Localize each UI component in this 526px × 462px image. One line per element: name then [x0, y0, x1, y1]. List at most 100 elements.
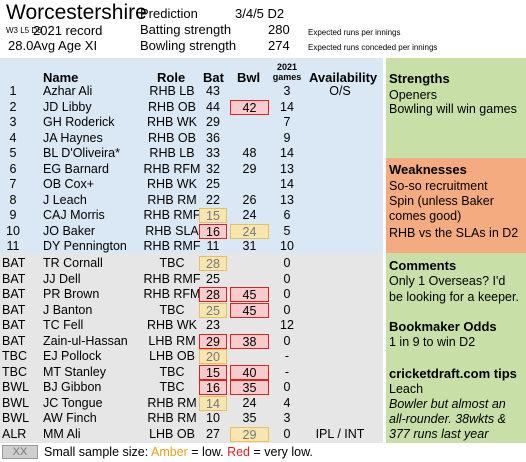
player-bat: 25 — [199, 302, 227, 318]
player-games: 10 — [280, 239, 294, 253]
player-bwl: 35 — [242, 411, 257, 425]
xi-player-row: 8 J Leach RHB RM 22 26 13 — [0, 193, 383, 209]
player-name: TR Cornall — [43, 256, 103, 270]
batting-strength-label: Batting strength — [140, 22, 232, 37]
player-games: 13 — [280, 161, 294, 176]
player-games: 0 — [283, 302, 291, 317]
player-bat: 22 — [206, 192, 220, 207]
player-name: EG Barnard — [43, 161, 110, 176]
player-role: RHB RM — [147, 192, 197, 207]
player-name: PR Brown — [43, 287, 100, 301]
xi-player-row: 6 EG Barnard RHB RFM 32 29 13 — [0, 162, 383, 178]
player-games: 4 — [283, 395, 291, 410]
player-bat: 28 — [199, 256, 227, 271]
player-name: GH Roderick — [43, 115, 115, 129]
squad-player-row: TBC EJ Pollock LHB OB 20 - — [0, 349, 383, 365]
player-games: 0 — [283, 426, 291, 441]
col-availability-header: Availability — [309, 70, 378, 85]
player-bwl: 24 — [242, 208, 257, 222]
legend-text: Small sample size: Amber = low. Red = ve… — [44, 445, 313, 459]
player-role: LHB OB — [149, 426, 195, 441]
player-bat: 10 — [206, 411, 220, 425]
squad-player-row: BAT TR Cornall TBC 28 0 — [0, 256, 383, 272]
player-games: 14 — [280, 177, 294, 191]
xi-player-row: 7 OB Cox+ RHB WK 25 14 — [0, 177, 383, 193]
squad-player-row: BAT JJ Dell RHB RMF 25 0 — [0, 272, 383, 288]
player-role: RHB RFM — [143, 287, 201, 301]
player-name: DY Pennington — [43, 239, 127, 253]
player-availability: O/S — [329, 84, 351, 98]
tips-title: cricketdraft.com tips — [389, 366, 517, 381]
player-role: TBC — [159, 364, 185, 379]
bowling-strength-note: Expected runs conceded per innings — [308, 43, 438, 52]
player-bat: 33 — [206, 146, 220, 160]
player-bat: 29 — [206, 115, 220, 129]
prediction-label: Prediction — [140, 6, 198, 21]
weaknesses-panel — [386, 158, 526, 253]
avg-age-label: Avg Age XI — [33, 38, 98, 53]
player-role: RHB RMF — [143, 271, 201, 286]
player-name: TC Fell — [43, 318, 84, 332]
player-name: JA Haynes — [43, 130, 103, 145]
player-number: 8 — [9, 192, 17, 207]
xi-player-row: 3 GH Roderick RHB WK 29 7 — [0, 115, 383, 131]
player-name: Azhar Ali — [43, 84, 93, 98]
strengths-title: Strengths — [389, 71, 450, 86]
player-type-tag: BWL — [2, 395, 30, 410]
team-title: Worcestershire — [6, 1, 147, 24]
bowling-strength-label: Bowling strength — [140, 38, 237, 53]
col-games-header: 2021 games — [272, 62, 302, 82]
player-games: 0 — [283, 287, 291, 301]
player-bat: 23 — [206, 318, 220, 332]
player-bat: 43 — [206, 84, 220, 98]
player-bat: 28 — [199, 287, 227, 302]
batting-strength-value: 280 — [268, 22, 290, 37]
weakness-item: So-so recruitment — [389, 179, 488, 193]
legend-prefix: Small sample size: — [44, 445, 151, 459]
xi-player-row: 10 JO Baker RHB SLA 16 24 5 — [0, 223, 383, 240]
player-role: RHB RM — [147, 395, 197, 410]
player-bwl: 42 — [230, 99, 269, 115]
player-availability: IPL / INT — [315, 426, 365, 441]
player-type-tag: ALR — [2, 426, 27, 441]
weakness-item: Spin (unless Baker comes good) — [389, 194, 494, 223]
player-number: 9 — [9, 208, 17, 222]
squad-player-row: BAT J Banton TBC 25 45 0 — [0, 302, 383, 319]
player-bwl: 26 — [242, 192, 257, 207]
xi-player-row: 9 CAJ Morris RHB RMF 15 24 6 — [0, 208, 383, 224]
comments-panel — [386, 253, 526, 443]
tips-note: Bowler but almost an all-rounder. 38wkts… — [389, 397, 506, 441]
player-role: LHB OB — [149, 349, 195, 363]
player-games: 3 — [283, 411, 291, 425]
player-number: 3 — [9, 115, 17, 129]
player-name: CAJ Morris — [43, 208, 105, 222]
player-games: 6 — [283, 208, 291, 222]
player-bat: 14 — [199, 395, 227, 411]
record-label: 2021 record — [33, 23, 103, 38]
player-bat: 15 — [199, 364, 227, 380]
squad-player-row: BWL AW Finch RHB RM 10 35 3 — [0, 411, 383, 427]
player-role: RHB LB — [149, 146, 195, 160]
strength-item: Bowling will win games — [389, 102, 517, 116]
player-bwl: 40 — [230, 364, 269, 380]
player-name: Zain-ul-Hassan — [43, 333, 128, 348]
col-name-header: Name — [43, 70, 79, 85]
player-type-tag: BAT — [2, 333, 26, 348]
player-number: 6 — [9, 161, 17, 176]
player-name: J Banton — [43, 302, 93, 317]
squad-panel — [0, 253, 383, 443]
player-number: 1 — [9, 84, 17, 98]
player-type-tag: BAT — [2, 302, 26, 317]
comments-text: Only 1 Overseas? I'd be looking for a ke… — [389, 274, 519, 304]
weakness-item: RHB vs the SLAs in D2 — [389, 226, 519, 240]
player-games: 0 — [283, 256, 291, 270]
player-games: 0 — [283, 271, 291, 286]
player-number: 7 — [9, 177, 17, 191]
player-bat: 11 — [206, 239, 220, 253]
player-bwl: 48 — [242, 146, 257, 160]
player-type-tag: BAT — [2, 287, 26, 301]
player-type-tag: TBC — [2, 364, 27, 379]
strengths-panel — [386, 58, 526, 158]
col-bwl-header: Bwl — [237, 70, 261, 85]
player-bwl: 24 — [242, 395, 257, 410]
